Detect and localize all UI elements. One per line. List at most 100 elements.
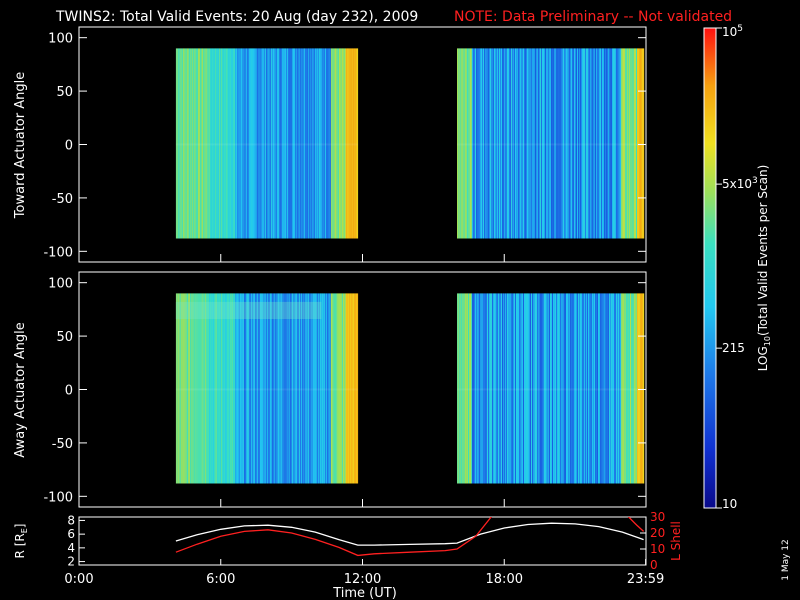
- toward-heatmap-column: [223, 48, 226, 239]
- toward-heatmap-column: [242, 48, 245, 239]
- toward-heatmap-column: [632, 48, 634, 239]
- toward-heatmap-column: [459, 48, 461, 239]
- toward-heatmap-column: [228, 48, 231, 239]
- away-heatmap-column: [624, 293, 626, 484]
- toward-heatmap-column: [643, 48, 645, 239]
- toward-heatmap-column: [342, 48, 345, 239]
- toward-heatmap-column: [461, 48, 463, 239]
- toward-heatmap-column: [316, 48, 319, 239]
- away-heatmap-column: [251, 293, 254, 484]
- toward-heatmap-column: [196, 48, 199, 239]
- toward-ytick-label: 0: [65, 139, 73, 154]
- away-heatmap-column: [479, 293, 481, 484]
- away-heatmap-column: [612, 293, 614, 484]
- away-heatmap-column: [530, 293, 532, 484]
- away-heatmap-column: [609, 293, 611, 484]
- away-heatmap-column: [214, 293, 217, 484]
- away-heatmap-column: [281, 293, 284, 484]
- away-heatmap-column: [298, 293, 301, 484]
- away-heatmap-column: [211, 293, 214, 484]
- toward-heatmap-column: [211, 48, 214, 239]
- away-heatmap-column: [532, 293, 534, 484]
- toward-heatmap-column: [219, 48, 222, 239]
- toward-heatmap-column: [621, 48, 623, 239]
- toward-heatmap-column: [563, 48, 565, 239]
- toward-heatmap-column: [628, 48, 630, 239]
- toward-heatmap-column: [329, 48, 332, 239]
- away-heatmap-column: [604, 293, 606, 484]
- away-heatmap-column: [220, 293, 223, 484]
- away-heatmap-column: [557, 293, 559, 484]
- away-heatmap-column: [266, 293, 269, 484]
- toward-heatmap-column: [253, 48, 256, 239]
- toward-heatmap-column: [537, 48, 539, 239]
- toward-heatmap-column: [278, 48, 281, 239]
- away-heatmap-column: [466, 293, 468, 484]
- toward-heatmap-column: [523, 48, 525, 239]
- toward-heatmap-column: [519, 48, 521, 239]
- away-heatmap-column: [307, 293, 310, 484]
- toward-heatmap-column: [177, 48, 180, 239]
- away-heatmap-column: [643, 293, 645, 484]
- toward-heatmap-column: [564, 48, 566, 239]
- away-heatmap-column: [330, 293, 333, 484]
- away-heatmap-column: [324, 293, 327, 484]
- away-heatmap-column: [552, 293, 554, 484]
- toward-heatmap-column: [599, 48, 601, 239]
- away-heatmap-column: [229, 293, 232, 484]
- time-xtick-label: 0:00: [64, 572, 93, 587]
- toward-heatmap-column: [340, 48, 343, 239]
- toward-heatmap-column: [498, 48, 500, 239]
- away-heatmap-column: [457, 293, 459, 484]
- toward-heatmap-column: [608, 48, 610, 239]
- toward-heatmap-column: [347, 48, 350, 239]
- away-heatmap-column: [255, 293, 258, 484]
- away-heatmap-column: [639, 293, 641, 484]
- toward-heatmap-column: [460, 48, 462, 239]
- away-heatmap-column: [233, 293, 236, 484]
- toward-heatmap-column: [330, 48, 333, 239]
- toward-heatmap-column: [488, 48, 490, 239]
- away-heatmap-column: [554, 293, 556, 484]
- toward-heatmap-column: [499, 48, 501, 239]
- toward-heatmap-column: [567, 48, 569, 239]
- toward-heatmap-column: [311, 48, 314, 239]
- toward-heatmap-column: [195, 48, 198, 239]
- away-heatmap-column: [579, 293, 581, 484]
- toward-heatmap-column: [594, 48, 596, 239]
- away-heatmap-column: [349, 293, 352, 484]
- away-heatmap-column: [293, 293, 296, 484]
- toward-heatmap-column: [263, 48, 266, 239]
- orbit-left-ytick-label: 6: [67, 527, 75, 541]
- toward-heatmap-column: [309, 48, 312, 239]
- toward-heatmap-column: [279, 48, 282, 239]
- away-heatmap-column: [350, 293, 353, 484]
- toward-heatmap-column: [569, 48, 571, 239]
- away-heatmap-column: [627, 293, 629, 484]
- away-heatmap-column: [176, 293, 179, 484]
- away-heatmap-column: [462, 293, 464, 484]
- toward-heatmap-column: [630, 48, 632, 239]
- away-heatmap-column: [279, 293, 282, 484]
- toward-heatmap-column: [345, 48, 348, 239]
- away-heatmap-column: [511, 293, 513, 484]
- toward-heatmap-column: [305, 48, 308, 239]
- toward-heatmap-column: [633, 48, 635, 239]
- away-heatmap-column: [576, 293, 578, 484]
- toward-heatmap-column: [493, 48, 495, 239]
- away-heatmap-column: [568, 293, 570, 484]
- orbit-r-ylabel: R [RE]: [13, 524, 29, 559]
- away-heatmap-column: [288, 293, 291, 484]
- toward-heatmap-column: [573, 48, 575, 239]
- away-heatmap-column: [283, 293, 286, 484]
- toward-heatmap-column: [614, 48, 616, 239]
- toward-heatmap-column: [626, 48, 628, 239]
- away-heatmap-column: [555, 293, 557, 484]
- toward-heatmap-column: [575, 48, 577, 239]
- toward-heatmap-column: [194, 48, 197, 239]
- toward-heatmap-column: [335, 48, 338, 239]
- toward-heatmap-column: [217, 48, 220, 239]
- toward-heatmap-column: [522, 48, 524, 239]
- away-heatmap-column: [578, 293, 580, 484]
- away-heatmap-column: [475, 293, 477, 484]
